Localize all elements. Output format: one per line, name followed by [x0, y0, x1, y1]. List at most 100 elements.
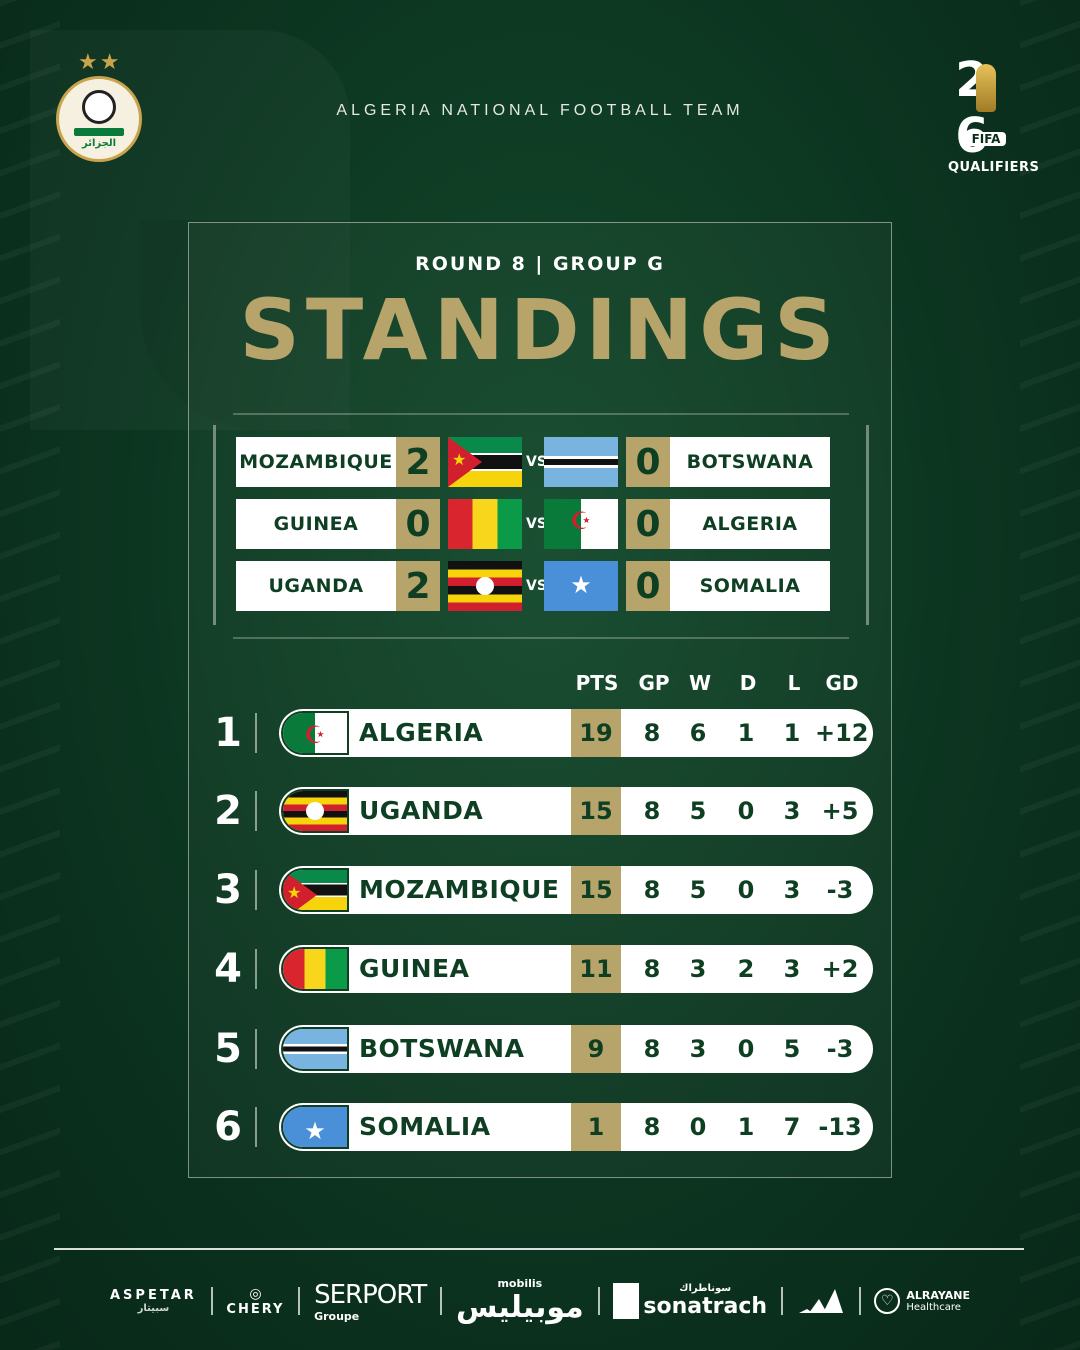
draws: 0 — [737, 797, 755, 825]
wins: 5 — [689, 797, 707, 825]
team-name: MOZAMBIQUE — [359, 875, 560, 904]
losses: 3 — [783, 797, 801, 825]
federation-crest-icon: الجزائر — [56, 76, 142, 162]
crest-stars: ★★ — [78, 50, 122, 75]
vs-label: VS — [526, 578, 547, 594]
goal-difference: -3 — [826, 876, 854, 904]
col-pts: PTS — [575, 671, 619, 695]
footer-divider — [54, 1248, 1024, 1250]
goal-difference: +5 — [821, 797, 859, 825]
games-played: 8 — [643, 797, 661, 825]
aspetar-logo: ASPETAR سبيتار — [110, 1288, 197, 1314]
points: 1 — [571, 1103, 621, 1151]
losses: 5 — [783, 1035, 801, 1063]
football-icon — [82, 89, 116, 124]
team-row-pill: SOMALIA 1 8 0 1 7 -13 — [279, 1103, 873, 1151]
away-team: ALGERIA — [670, 499, 830, 549]
wins: 3 — [689, 955, 707, 983]
match-result: UGANDA 2 VS 0 SOMALIA — [236, 561, 850, 611]
qualifiers-label: QUALIFIERS — [948, 160, 1040, 175]
mozambique-flag-icon — [283, 870, 347, 910]
goal-difference: +2 — [821, 955, 859, 983]
world-cup-qualifiers-logo: 26 FIFA QUALIFIERS — [944, 52, 1040, 178]
sonatrach-logo: سوناطراك sonatrach — [613, 1283, 767, 1319]
team-row-pill: ALGERIA 19 8 6 1 1 +12 — [279, 709, 873, 757]
guinea-flag-icon — [283, 949, 347, 989]
home-team: GUINEA — [236, 499, 396, 549]
match-results: MOZAMBIQUE 2 VS 0 BOTSWANA GUINEA 0 VS 0… — [213, 425, 869, 625]
team-name: BOTSWANA — [359, 1034, 525, 1063]
wins: 0 — [689, 1113, 707, 1141]
games-played: 8 — [643, 876, 661, 904]
botswana-flag-icon — [544, 437, 618, 487]
col-l: L — [787, 671, 801, 695]
rank: 3 — [214, 867, 242, 913]
draws: 0 — [737, 876, 755, 904]
points: 9 — [571, 1025, 621, 1073]
away-team: SOMALIA — [670, 561, 830, 611]
trophy-icon — [976, 64, 996, 112]
mozambique-flag-icon — [448, 437, 522, 487]
team-row-pill: GUINEA 11 8 3 2 3 +2 — [279, 945, 873, 993]
crest-text: الجزائر — [81, 137, 116, 149]
col-gp: GP — [638, 671, 670, 695]
table-row: 5 BOTSWANA 9 8 3 0 5 -3 — [189, 1025, 893, 1073]
vs-label: VS — [526, 516, 547, 532]
divider-bottom — [233, 637, 849, 639]
rank: 1 — [214, 710, 242, 756]
table-row: 6 SOMALIA 1 8 0 1 7 -13 — [189, 1103, 893, 1151]
goal-difference: -3 — [826, 1035, 854, 1063]
sponsor-bar: ASPETAR سبيتار ◎ CHERY SERPORT Groupe mo… — [110, 1276, 970, 1326]
uganda-flag-icon — [448, 561, 522, 611]
adidas-logo-icon — [797, 1285, 845, 1317]
games-played: 8 — [643, 1113, 661, 1141]
team-name: UGANDA — [359, 796, 484, 825]
vs-label: VS — [526, 454, 547, 470]
games-played: 8 — [643, 719, 661, 747]
divider-top — [233, 413, 849, 415]
team-row-pill: UGANDA 15 8 5 0 3 +5 — [279, 787, 873, 835]
guinea-flag-icon — [448, 499, 522, 549]
background-shape-inner — [140, 220, 350, 430]
somalia-flag-icon — [283, 1107, 347, 1147]
team-title: ALGERIA NATIONAL FOOTBALL TEAM — [336, 102, 744, 119]
rank: 5 — [214, 1026, 242, 1072]
points: 19 — [571, 709, 621, 757]
match-result: GUINEA 0 VS 0 ALGERIA — [236, 499, 850, 549]
match-result: MOZAMBIQUE 2 VS 0 BOTSWANA — [236, 437, 850, 487]
away-score: 0 — [626, 561, 670, 611]
away-score: 0 — [626, 499, 670, 549]
wins: 6 — [689, 719, 707, 747]
goal-difference: +12 — [815, 719, 869, 747]
draws: 0 — [737, 1035, 755, 1063]
botswana-flag-icon — [283, 1029, 347, 1069]
goal-difference: -13 — [818, 1113, 862, 1141]
table-row: 2 UGANDA 15 8 5 0 3 +5 — [189, 787, 893, 835]
col-w: W — [688, 671, 712, 695]
away-team: BOTSWANA — [670, 437, 830, 487]
mobilis-logo: mobilis موبيليس — [455, 1277, 584, 1325]
table-row: 1 ALGERIA 19 8 6 1 1 +12 — [189, 709, 893, 757]
left-floral-pattern — [0, 0, 60, 1350]
somalia-flag-icon — [544, 561, 618, 611]
points: 15 — [571, 866, 621, 914]
losses: 7 — [783, 1113, 801, 1141]
draws: 2 — [737, 955, 755, 983]
rank: 2 — [214, 788, 242, 834]
serport-logo: SERPORT Groupe — [314, 1279, 427, 1323]
home-score: 2 — [396, 561, 440, 611]
away-score: 0 — [626, 437, 670, 487]
team-row-pill: MOZAMBIQUE 15 8 5 0 3 -3 — [279, 866, 873, 914]
col-gd: GD — [825, 671, 859, 695]
algeria-flag-icon — [283, 713, 347, 753]
losses: 3 — [783, 955, 801, 983]
team-name: SOMALIA — [359, 1112, 491, 1141]
page-title: STANDINGS — [239, 281, 841, 379]
alrayane-logo: ♡ ALRAYANE Healthcare — [874, 1288, 970, 1314]
losses: 3 — [783, 876, 801, 904]
losses: 1 — [783, 719, 801, 747]
chery-icon: ◎ — [249, 1285, 262, 1302]
algeria-flag-icon — [544, 499, 618, 549]
team-row-pill: BOTSWANA 9 8 3 0 5 -3 — [279, 1025, 873, 1073]
rank: 4 — [214, 946, 242, 992]
